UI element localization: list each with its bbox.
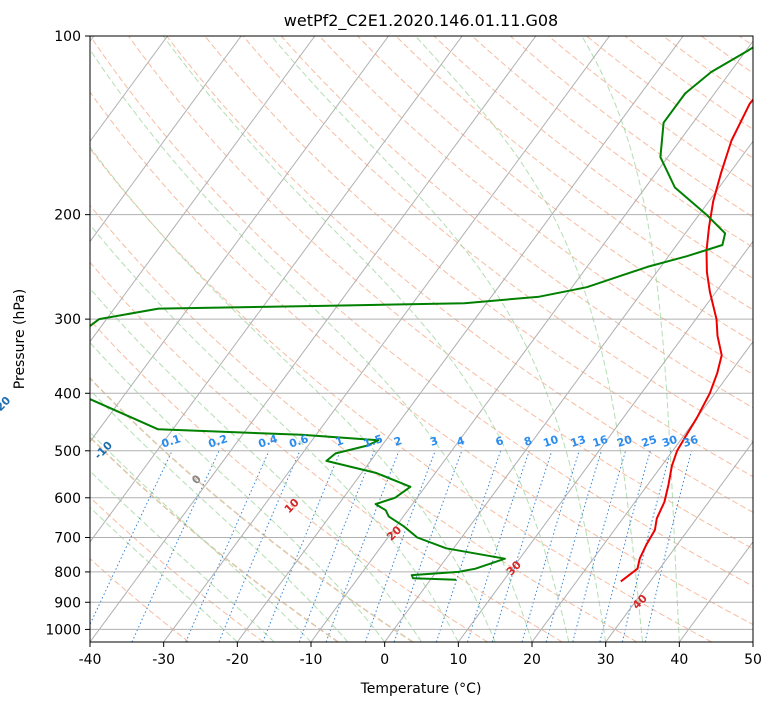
mixing-ratio-label: 20 bbox=[615, 433, 634, 450]
chart-title: wetPf2_C2E1.2020.146.01.11.G08 bbox=[284, 11, 558, 31]
moist-adiabat bbox=[90, 146, 496, 642]
y-tick-label: 300 bbox=[54, 312, 81, 328]
x-tick-label: 50 bbox=[744, 652, 762, 668]
dry-adiabat bbox=[90, 558, 190, 642]
series-layer bbox=[90, 46, 753, 583]
moist-adiabat bbox=[581, 36, 680, 642]
y-tick-label: 1000 bbox=[45, 622, 81, 638]
mixing-ratio-line bbox=[621, 450, 672, 642]
mixing-ratio-label: 2 bbox=[392, 434, 403, 449]
moist-adiabat bbox=[90, 48, 533, 642]
dry-adiabat bbox=[90, 204, 638, 642]
mixing-ratio-line bbox=[262, 450, 341, 642]
mixing-ratio-line bbox=[364, 450, 436, 642]
mixing-ratio-line bbox=[467, 450, 530, 642]
mixing-ratio-line bbox=[572, 450, 627, 642]
isotherm-line bbox=[90, 36, 316, 343]
y-tick-label: 500 bbox=[54, 444, 81, 460]
mixing-ratio-label: 1.5 bbox=[362, 432, 385, 450]
x-tick-label: 30 bbox=[597, 652, 615, 668]
moist-adiabat bbox=[415, 36, 643, 642]
x-tick-label: 40 bbox=[670, 652, 688, 668]
isotherm-line bbox=[605, 440, 753, 642]
mixing-ratio-line bbox=[185, 450, 270, 642]
plot-frame bbox=[89, 35, 754, 643]
mixing-ratio-line bbox=[599, 450, 651, 642]
y-tick-label: 100 bbox=[54, 29, 81, 45]
isopleth-label-layer: 0.10.20.40.611.52346810131620253036-100-… bbox=[0, 394, 700, 612]
y-tick-label: 900 bbox=[54, 595, 81, 611]
isotherm-line bbox=[531, 340, 753, 642]
dry-adiabat bbox=[242, 36, 753, 443]
y-tick-label: 700 bbox=[54, 531, 81, 547]
mixing-ratio-label: 6 bbox=[494, 434, 506, 449]
mixing-ratio-line bbox=[521, 450, 580, 642]
isotherm-line bbox=[90, 36, 242, 243]
x-tick-label: -20 bbox=[226, 652, 249, 668]
mixing-ratio-label: 36 bbox=[681, 433, 700, 450]
mixing-ratio-line bbox=[325, 450, 400, 642]
mixing-ratio-label: 0.6 bbox=[288, 432, 311, 450]
moist-adiabat bbox=[271, 36, 607, 642]
mixing-ratio-line bbox=[435, 450, 502, 642]
y-tick-label: 200 bbox=[54, 208, 81, 224]
mixing-ratio-line bbox=[491, 450, 553, 642]
axis-layer: -40 -30 -20 -10 0 10 20 30 40 5010020030040050060… bbox=[45, 29, 762, 668]
mixing-ratio-label: 30 bbox=[660, 433, 679, 450]
x-tick-label: 10 bbox=[449, 652, 467, 668]
isotherm-line bbox=[90, 36, 389, 443]
isotherm-line bbox=[457, 240, 753, 642]
mixing-ratio-label: 1 bbox=[334, 434, 345, 449]
y-tick-label: 600 bbox=[54, 491, 81, 507]
x-axis-title: Temperature (°C) bbox=[360, 681, 482, 697]
y-tick-label: 800 bbox=[54, 565, 81, 581]
mixing-ratio-label: 3 bbox=[428, 434, 439, 449]
x-tick-label: 20 bbox=[523, 652, 541, 668]
dry-adiabat bbox=[90, 91, 753, 626]
x-tick-label: -10 bbox=[300, 652, 323, 668]
x-tick-label: -30 bbox=[152, 652, 175, 668]
dry-adiabat bbox=[90, 147, 712, 642]
y-axis-title: Pressure (hPa) bbox=[12, 289, 28, 389]
moist-adiabat bbox=[90, 341, 386, 642]
isotherm-line bbox=[90, 36, 463, 543]
mixing-ratio-label: 25 bbox=[640, 433, 659, 450]
isotherm-line bbox=[384, 140, 753, 642]
y-tick-label: 400 bbox=[54, 386, 81, 402]
temperature-profile-line bbox=[620, 98, 753, 583]
dry-adiabat bbox=[166, 36, 753, 513]
isotherm-line bbox=[310, 40, 753, 642]
mixing-ratio-label: 0.1 bbox=[160, 432, 183, 450]
mixing-ratio-label: 0.2 bbox=[207, 432, 230, 450]
moist-adiabat bbox=[90, 223, 459, 642]
mixing-ratio-line bbox=[545, 450, 602, 642]
dry-adiabat bbox=[280, 36, 753, 409]
mixing-ratio-line bbox=[298, 450, 375, 642]
mixing-ratio-label: 4 bbox=[455, 434, 467, 449]
isotherm-line bbox=[90, 36, 168, 143]
mixing-ratio-label: 16 bbox=[591, 433, 610, 450]
isotherm-line bbox=[90, 36, 537, 642]
dry-adiabat bbox=[90, 36, 753, 587]
moist-adiabat bbox=[162, 36, 570, 642]
mixing-ratio-label: 13 bbox=[569, 433, 588, 450]
dry-adiabat bbox=[90, 319, 488, 642]
mixing-ratio-label: 10 bbox=[542, 433, 561, 450]
moist-adiabat bbox=[90, 470, 275, 642]
dewpoint-profile-line bbox=[90, 46, 753, 581]
isotherm-line bbox=[163, 36, 610, 642]
mixing-ratio-label: 8 bbox=[522, 434, 533, 449]
reference-adiabat bbox=[90, 376, 414, 642]
isotherm-line bbox=[236, 36, 684, 642]
x-tick-label: -40 bbox=[79, 652, 102, 668]
mixing-ratio-line bbox=[218, 450, 301, 642]
x-tick-label: 0 bbox=[380, 652, 389, 668]
moist-adiabat bbox=[90, 389, 349, 642]
mixing-ratio-label: 0.4 bbox=[257, 432, 280, 450]
grid-layer bbox=[90, 36, 753, 642]
